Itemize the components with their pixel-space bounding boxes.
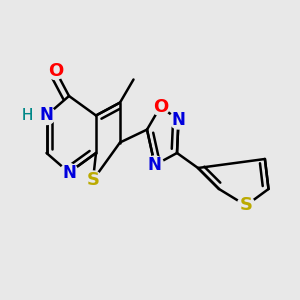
Text: S: S — [86, 171, 100, 189]
Circle shape — [46, 61, 64, 80]
Circle shape — [20, 109, 34, 122]
Text: S: S — [239, 196, 253, 214]
Circle shape — [237, 196, 255, 214]
Circle shape — [84, 171, 102, 189]
Circle shape — [152, 98, 169, 116]
Text: O: O — [153, 98, 168, 116]
Text: N: N — [40, 106, 53, 124]
Text: N: N — [148, 156, 162, 174]
Circle shape — [60, 164, 78, 181]
Text: N: N — [62, 164, 76, 181]
Text: H: H — [21, 108, 33, 123]
Circle shape — [169, 111, 188, 129]
Circle shape — [146, 156, 164, 174]
Circle shape — [38, 106, 56, 124]
Text: N: N — [172, 111, 185, 129]
Text: O: O — [48, 61, 63, 80]
Text: H: H — [21, 108, 33, 123]
